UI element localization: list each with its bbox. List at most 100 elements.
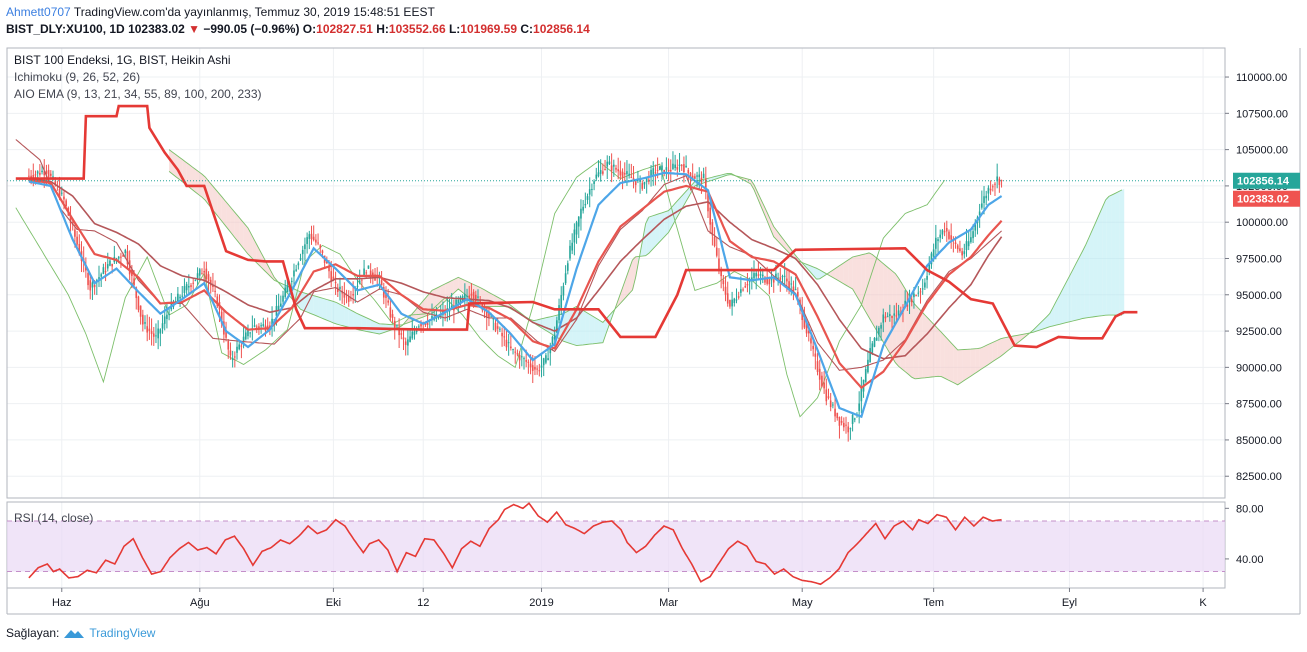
candle-body bbox=[365, 272, 368, 274]
cloud-segment bbox=[1005, 336, 1011, 353]
cloud-segment bbox=[900, 281, 906, 372]
candle-body bbox=[608, 161, 611, 165]
candle-body bbox=[133, 278, 135, 286]
candle-body bbox=[775, 273, 777, 279]
candle-body bbox=[293, 270, 295, 277]
candle-body bbox=[474, 294, 477, 302]
candle-body bbox=[595, 174, 598, 179]
candle-body bbox=[843, 422, 845, 428]
candle-body bbox=[523, 358, 525, 360]
time-tick-label: Haz bbox=[52, 597, 72, 609]
candle-body bbox=[891, 315, 893, 318]
candle-body bbox=[678, 164, 681, 167]
candle-body bbox=[534, 366, 536, 370]
candle-body bbox=[930, 253, 933, 265]
cloud-segment bbox=[300, 291, 305, 312]
candle-body bbox=[437, 316, 440, 318]
candle-body bbox=[227, 340, 230, 350]
candle-body bbox=[685, 165, 687, 168]
cloud-segment bbox=[230, 207, 235, 238]
candle-body bbox=[915, 295, 917, 297]
ema-legend[interactable]: AIO EMA (9, 13, 21, 34, 55, 89, 100, 200… bbox=[14, 87, 262, 101]
candle-body bbox=[869, 348, 871, 363]
candle-body bbox=[612, 164, 615, 167]
cloud-segment bbox=[957, 349, 963, 385]
candle-body bbox=[860, 386, 863, 402]
candle-body bbox=[945, 228, 948, 232]
cloud-segment bbox=[331, 300, 336, 324]
price-tick-label: 110000.00 bbox=[1236, 72, 1287, 84]
candle-body bbox=[569, 245, 571, 259]
candle-body bbox=[212, 285, 214, 287]
candle-body bbox=[111, 263, 113, 267]
candle-body bbox=[319, 245, 322, 249]
candle-body bbox=[558, 305, 560, 321]
price-badge-label: 102856.14 bbox=[1237, 176, 1290, 188]
cloud-segment bbox=[870, 252, 875, 327]
candle-body bbox=[236, 346, 238, 353]
symbol-line: BIST_DLY:XU100, 1D 102383.02 ▼ −990.05 (… bbox=[6, 22, 590, 36]
candle-body bbox=[347, 295, 350, 302]
candle-body bbox=[750, 277, 753, 281]
price-tick-label: 92500.00 bbox=[1236, 326, 1282, 338]
time-tick-label: Eki bbox=[326, 597, 341, 609]
candle-body bbox=[818, 368, 821, 380]
candle-body bbox=[702, 173, 705, 179]
ichimoku-legend[interactable]: Ichimoku (9, 26, 52, 26) bbox=[14, 70, 141, 84]
candle-body bbox=[580, 208, 582, 219]
candle-body bbox=[409, 336, 411, 342]
cloud-segment bbox=[1019, 334, 1024, 342]
cloud-segment bbox=[1036, 322, 1041, 332]
candle-body bbox=[851, 414, 854, 424]
candle-body bbox=[566, 263, 569, 271]
cloud-segment bbox=[975, 348, 980, 374]
cloud-segment bbox=[769, 217, 774, 237]
cloud-segment bbox=[344, 306, 349, 328]
low-value: 101969.59 bbox=[460, 22, 518, 36]
candle-body bbox=[396, 324, 398, 326]
candle-body bbox=[643, 181, 646, 185]
candle-body bbox=[797, 291, 799, 297]
cloud-segment bbox=[1084, 237, 1090, 318]
cloud-segment bbox=[878, 259, 884, 342]
candle-body bbox=[531, 365, 534, 371]
candle-body bbox=[904, 300, 906, 308]
cloud-segment bbox=[318, 296, 323, 319]
candle-body bbox=[998, 178, 1001, 185]
candle-body bbox=[729, 299, 731, 307]
author-link[interactable]: Ahmett0707 bbox=[6, 5, 71, 19]
candle-body bbox=[959, 248, 961, 251]
cloud-segment bbox=[221, 196, 227, 227]
candle-body bbox=[150, 331, 153, 334]
candle-body bbox=[602, 171, 604, 174]
candle-body bbox=[921, 288, 924, 290]
price-tick-label: 105000.00 bbox=[1236, 145, 1288, 157]
candle-body bbox=[588, 189, 591, 195]
candle-body bbox=[157, 328, 159, 339]
candle-body bbox=[28, 175, 30, 177]
candle-body bbox=[889, 314, 891, 317]
candle-body bbox=[201, 273, 203, 275]
candle-body bbox=[606, 161, 609, 167]
candle-body bbox=[777, 277, 779, 279]
cloud-segment bbox=[191, 165, 196, 193]
candle-body bbox=[577, 216, 580, 227]
candle-body bbox=[126, 251, 129, 265]
candle-body bbox=[492, 318, 495, 320]
cloud-segment bbox=[778, 232, 783, 246]
candle-body bbox=[181, 295, 184, 297]
rsi-legend[interactable]: RSI (14, close) bbox=[14, 511, 94, 525]
last-price: 102383.02 bbox=[128, 22, 185, 36]
cloud-segment bbox=[835, 265, 840, 282]
candle-body bbox=[974, 222, 977, 231]
time-tick-label: 2019 bbox=[529, 597, 553, 609]
cloud-segment bbox=[1102, 197, 1107, 316]
candle-body bbox=[295, 269, 297, 271]
candle-body bbox=[499, 328, 501, 330]
candle-body bbox=[518, 355, 521, 361]
cloud-segment bbox=[348, 309, 354, 329]
candle-body bbox=[387, 300, 389, 303]
tradingview-link[interactable]: TradingView bbox=[89, 626, 156, 640]
candle-body bbox=[847, 426, 850, 433]
